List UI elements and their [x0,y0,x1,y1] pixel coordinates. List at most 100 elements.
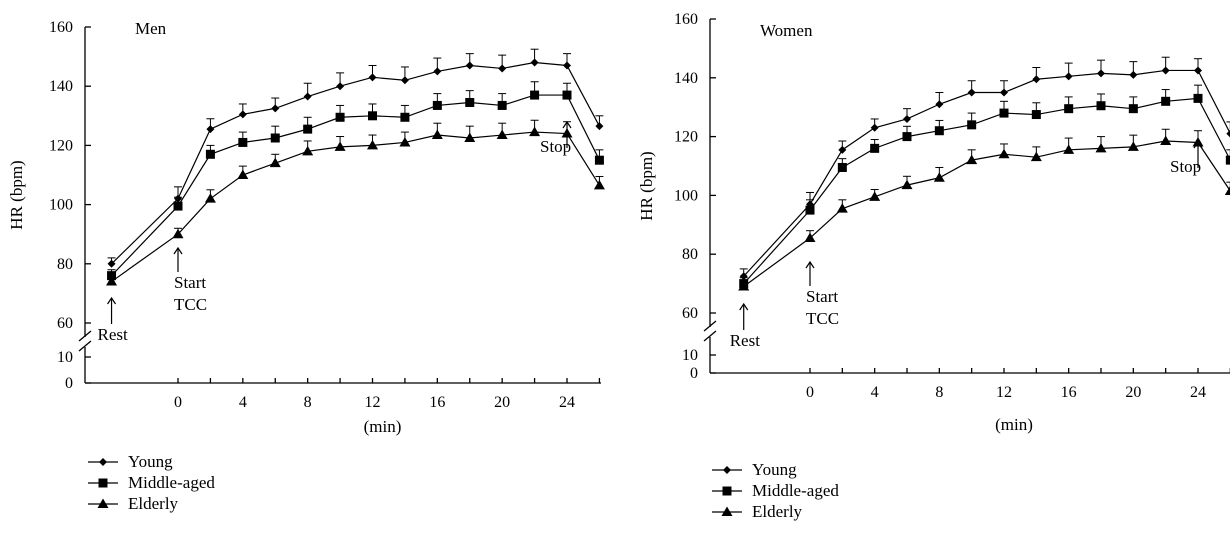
x-tick-label: 16 [1061,384,1077,401]
tcc-annotation: TCC [806,309,839,328]
triangle-marker [237,169,249,179]
triangle-marker [1030,151,1042,162]
square-marker [967,120,977,130]
series-middle-aged [739,84,1230,289]
x-tick-label: 4 [239,394,247,411]
annotation-arrowhead [173,246,183,255]
diamond-marker [723,466,731,474]
legend-item: Middle-aged [712,481,839,500]
square-marker [1225,155,1230,165]
y-tick-label: 10 [682,347,698,364]
triangle-marker [1160,135,1172,146]
series-line [743,97,1230,285]
triangle-marker [464,132,476,142]
y-tick-label: 10 [57,349,73,366]
legend: Young Middle-aged Elderly [712,460,839,521]
axis-break-mark [78,330,92,342]
x-tick-label: 12 [365,394,381,411]
diamond-marker [498,64,507,73]
diamond-marker [303,92,312,101]
y-axis-label: HR (bpm) [637,151,656,220]
y-tick-label: 140 [49,78,73,95]
legend-label: Young [128,452,173,471]
square-marker [1064,104,1074,114]
series-middle-aged [107,81,604,281]
square-marker [1031,110,1041,120]
x-tick-label: 24 [1190,384,1206,401]
square-marker [870,143,880,153]
diamond-marker [1097,69,1105,78]
square-marker [400,112,410,122]
square-marker [594,155,604,165]
y-tick-label: 120 [49,137,73,154]
triangle-marker [97,498,109,508]
diamond-marker [870,123,879,132]
x-tick-label: 20 [494,394,510,411]
triangle-marker [901,179,913,190]
legend-item: Middle-aged [88,473,215,492]
square-marker [368,111,377,121]
diamond-marker [1129,70,1138,79]
legend-label: Elderly [128,494,179,513]
start-annotation: Start [806,287,838,306]
legend-item: Young [712,460,797,479]
diamond-marker [1194,66,1202,75]
diamond-marker [1161,66,1170,75]
square-marker [1128,104,1138,114]
triangle-marker [334,141,346,151]
y-tick-label: 140 [674,70,698,87]
legend-label: Middle-aged [128,473,215,492]
triangle-marker [172,228,184,239]
x-tick-label: 0 [174,394,182,411]
start-annotation: Start [174,273,206,292]
diamond-marker [400,76,409,85]
x-axis-label: (min) [995,415,1033,434]
diamond-marker [838,145,847,154]
diamond-marker [595,122,604,131]
triangle-marker [1224,186,1230,195]
y-tick-label: 60 [57,315,73,332]
x-tick-label: 24 [559,394,575,411]
triangle-marker [966,154,978,165]
triangle-marker [1127,141,1139,151]
square-marker [238,137,248,147]
triangle-marker [869,191,881,201]
y-tick-label: 100 [49,197,73,214]
stop-annotation: Stop [1170,157,1201,176]
annotation-arrowhead [562,120,572,129]
tcc-annotation: TCC [174,295,207,314]
x-tick-label: 16 [429,394,445,411]
legend-label: Elderly [752,502,803,521]
square-marker [335,112,345,122]
square-marker [934,126,944,136]
diamond-marker [903,114,911,123]
annotation-arrowhead [739,302,749,311]
y-axis-label: HR (bpm) [7,160,26,229]
y-tick-label: 120 [674,129,698,146]
axis-break-mark [703,320,717,332]
diamond-marker [1032,75,1041,84]
square-marker [1161,96,1171,106]
square-marker [1193,93,1203,103]
y-tick-label: 160 [49,19,73,36]
stop-annotation: Stop [540,137,571,156]
panel-title: Women [760,21,813,40]
series-elderly [738,128,1230,291]
square-marker [902,132,912,142]
triangle-marker [933,172,945,182]
series-young [107,48,604,268]
rest-annotation: Rest [98,325,129,344]
diamond-marker [206,125,215,134]
diamond-marker [1000,88,1008,97]
diamond-marker [739,272,748,281]
square-marker [722,486,732,496]
square-marker [999,108,1009,118]
diamond-marker [368,73,377,82]
y-tick-label: 80 [57,256,73,273]
triangle-marker [529,126,541,137]
legend-item: Young [88,452,173,471]
triangle-marker [836,203,848,213]
legend-label: Middle-aged [752,481,839,500]
